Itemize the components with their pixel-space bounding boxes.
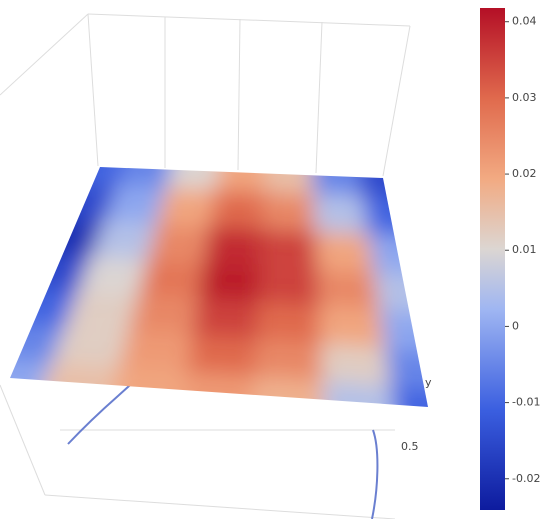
surface-cell: [103, 185, 167, 224]
surface-cell: [209, 189, 265, 229]
colorbar-tick-label: 0.01: [512, 243, 537, 256]
surface-cell: [128, 295, 199, 336]
colorbar-tick-label: 0.04: [512, 15, 537, 28]
surface-cell: [64, 291, 138, 332]
surface-cell: [77, 256, 148, 296]
surface-cell: [192, 299, 259, 340]
surface-cell: [90, 221, 157, 260]
colorbar-tick-label: 0.03: [512, 91, 537, 104]
surface-cell: [137, 259, 204, 300]
surface-cell: [254, 339, 323, 382]
surface-cell: [256, 302, 321, 344]
surface-cell: [10, 216, 104, 257]
axis-title: y: [425, 376, 432, 389]
surface-cell: [119, 331, 193, 372]
surface-cell: [320, 343, 391, 386]
surface-cell: [147, 223, 210, 263]
surface-cell: [198, 262, 261, 303]
surface-cell: [362, 196, 428, 239]
surface-cell: [176, 371, 255, 407]
surface-cell: [10, 285, 78, 328]
surface-cell: [262, 191, 316, 232]
surface-cell: [166, 167, 226, 190]
axis-tick-label: 0.5: [401, 440, 419, 453]
surface-cell: [379, 309, 428, 356]
surface-cell: [117, 167, 184, 188]
surface-cell: [316, 268, 380, 310]
colorbar-tick-label: 0.02: [512, 167, 537, 180]
surface-cell: [351, 167, 428, 200]
surface-cell: [10, 354, 52, 407]
surface-cell: [258, 265, 319, 307]
surface-cell: [156, 187, 216, 227]
surface-cell: [367, 233, 428, 278]
surface-cell: [215, 167, 268, 192]
surface-cell: [373, 271, 428, 317]
surface-cell: [318, 306, 385, 348]
surface-cell: [186, 335, 257, 377]
surface-cell: [264, 167, 314, 194]
surface-cell: [260, 228, 317, 269]
surface: [10, 167, 428, 407]
colorbar-tick-label: -0.01: [512, 396, 540, 409]
colorbar: [480, 8, 505, 510]
colorbar-tick-label: 0: [512, 319, 519, 332]
surface-cell: [315, 231, 374, 272]
surface-cell: [322, 381, 402, 407]
colorbar-tick-label: -0.02: [512, 472, 540, 485]
surface-cell: [313, 193, 368, 234]
surface-cell: [203, 226, 263, 266]
surface-cell: [384, 347, 428, 395]
surface-cell: [10, 250, 91, 292]
surface-cell: [309, 167, 363, 197]
surface-cell: [251, 376, 327, 407]
surface-cell: [51, 327, 129, 368]
surface-cell: [10, 181, 118, 222]
scene-box: [0, 13, 411, 519]
